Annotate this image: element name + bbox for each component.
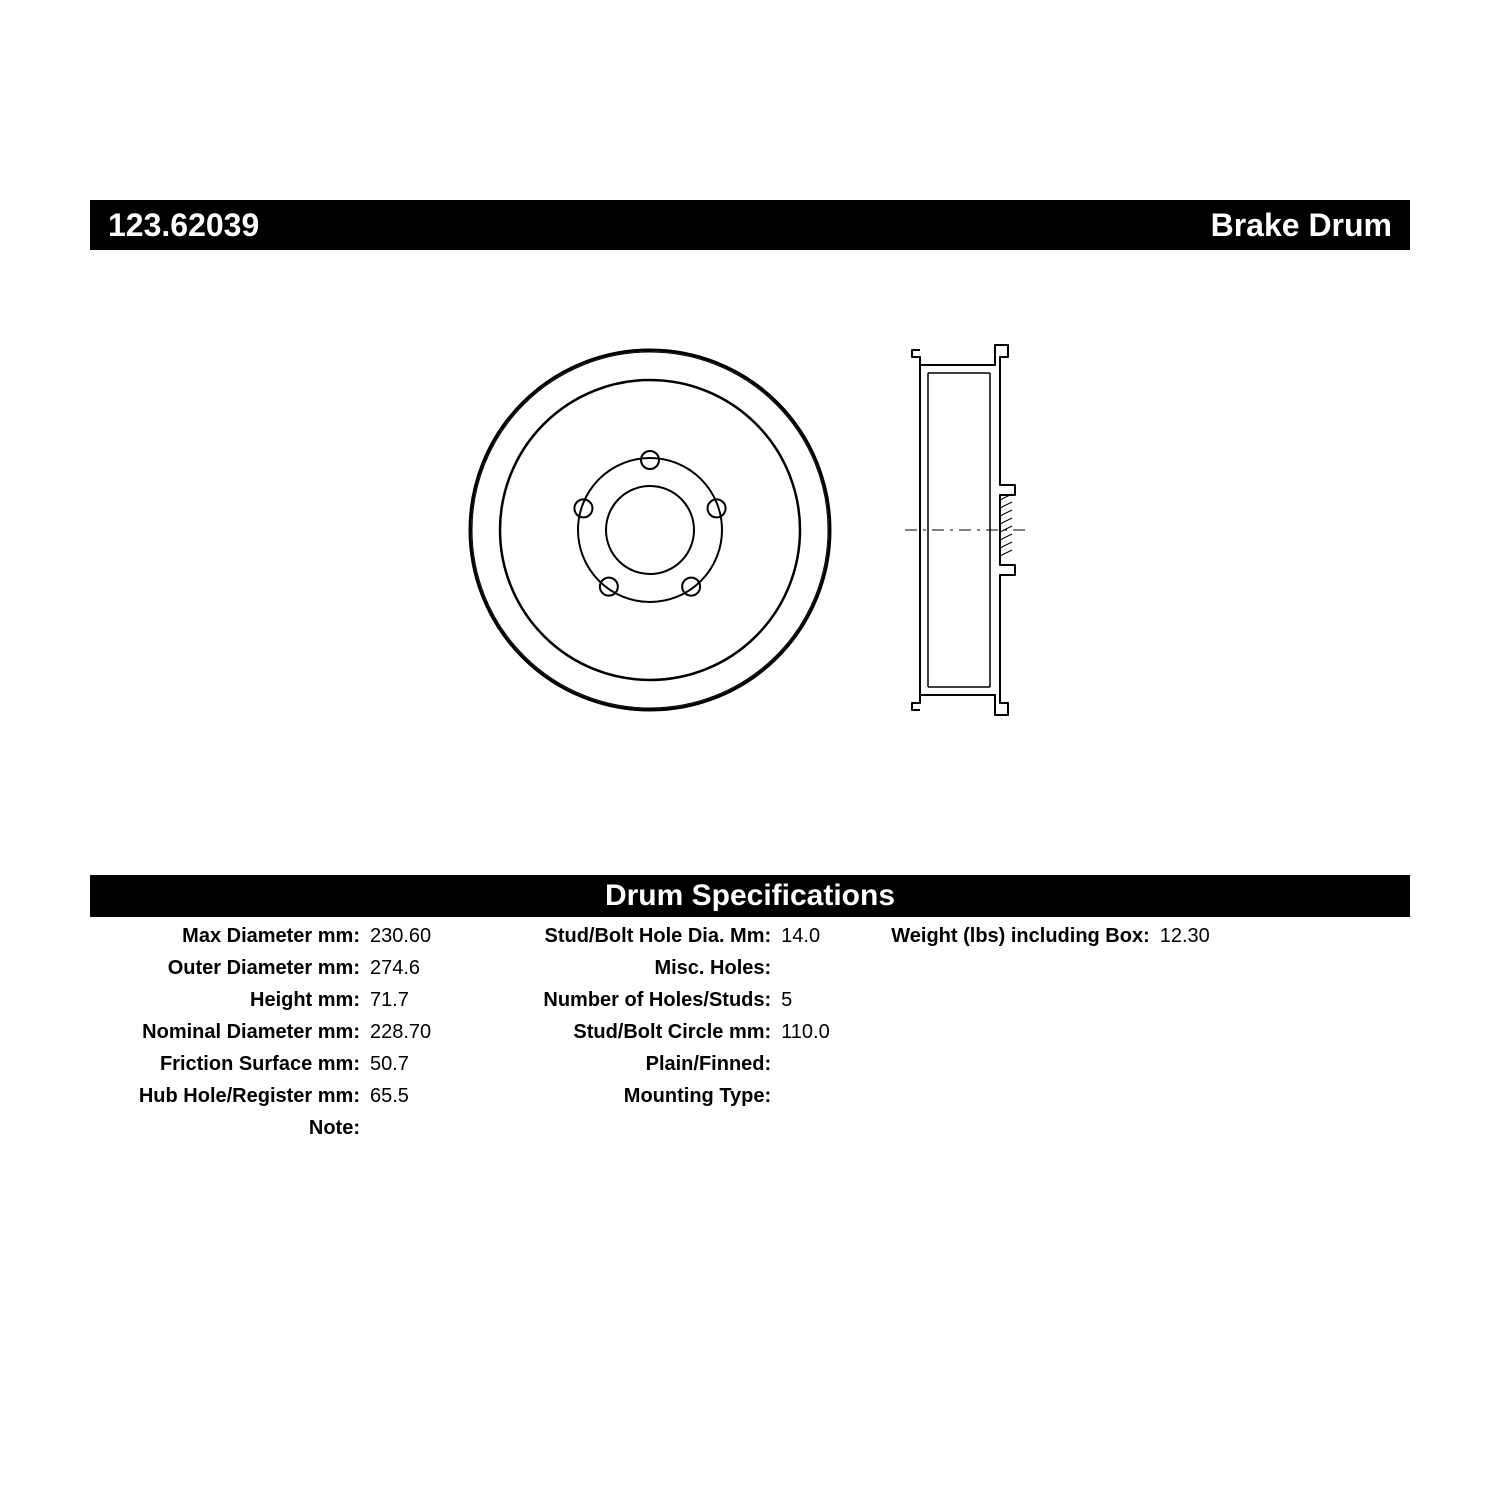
spec-label: Number of Holes/Studs: (441, 989, 781, 1012)
spec-label: Weight (lbs) including Box: (840, 925, 1160, 948)
spec-label: Misc. Holes: (441, 957, 781, 980)
part-number: 123.62039 (108, 207, 259, 244)
spec-label: Hub Hole/Register mm: (90, 1085, 370, 1108)
spec-label: Mounting Type: (441, 1085, 781, 1108)
diagram-area (90, 280, 1410, 780)
brake-drum-side-view (900, 335, 1040, 725)
spec-grid: Max Diameter mm:230.60Outer Diameter mm:… (90, 925, 1410, 1149)
brake-drum-front-view (460, 340, 840, 720)
spec-row: Plain/Finned: (441, 1053, 830, 1085)
spec-label: Nominal Diameter mm: (90, 1021, 370, 1044)
spec-row: Misc. Holes: (441, 957, 830, 989)
spec-label: Plain/Finned: (441, 1053, 781, 1076)
spec-label: Outer Diameter mm: (90, 957, 370, 980)
spec-value: 14.0 (781, 925, 820, 948)
spec-row: Stud/Bolt Circle mm:110.0 (441, 1021, 830, 1053)
spec-value: 228.70 (370, 1021, 431, 1044)
spec-label: Max Diameter mm: (90, 925, 370, 948)
page: 123.62039 Brake Drum Drum Specifications… (0, 0, 1500, 1500)
spec-label: Note: (90, 1117, 370, 1140)
spec-column-2: Stud/Bolt Hole Dia. Mm:14.0Misc. Holes: N… (441, 925, 830, 1149)
spec-value: 65.5 (370, 1085, 409, 1108)
spec-column-3: Weight (lbs) including Box:12.30 (840, 925, 1210, 1149)
spec-value: 274.6 (370, 957, 420, 980)
spec-row: Outer Diameter mm:274.6 (90, 957, 431, 989)
spec-row: Hub Hole/Register mm:65.5 (90, 1085, 431, 1117)
spec-row: Friction Surface mm:50.7 (90, 1053, 431, 1085)
spec-row: Number of Holes/Studs:5 (441, 989, 830, 1021)
spec-row: Weight (lbs) including Box:12.30 (840, 925, 1210, 957)
spec-label: Stud/Bolt Circle mm: (441, 1021, 781, 1044)
spec-label: Friction Surface mm: (90, 1053, 370, 1076)
spec-label: Height mm: (90, 989, 370, 1012)
spec-header-bar: Drum Specifications (90, 875, 1410, 917)
spec-value: 230.60 (370, 925, 431, 948)
spec-label: Stud/Bolt Hole Dia. Mm: (441, 925, 781, 948)
spec-value: 71.7 (370, 989, 409, 1012)
product-title: Brake Drum (1211, 207, 1392, 244)
header-bar: 123.62039 Brake Drum (90, 200, 1410, 250)
spec-header-title: Drum Specifications (605, 879, 895, 913)
spec-row: Max Diameter mm:230.60 (90, 925, 431, 957)
spec-row: Note: (90, 1117, 431, 1149)
spec-column-1: Max Diameter mm:230.60Outer Diameter mm:… (90, 925, 431, 1149)
spec-value: 50.7 (370, 1053, 409, 1076)
spec-row: Mounting Type: (441, 1085, 830, 1117)
spec-value: 110.0 (781, 1021, 830, 1044)
spec-row: Stud/Bolt Hole Dia. Mm:14.0 (441, 925, 830, 957)
spec-row: Height mm:71.7 (90, 989, 431, 1021)
spec-row: Nominal Diameter mm:228.70 (90, 1021, 431, 1053)
spec-value: 5 (781, 989, 792, 1012)
spec-value: 12.30 (1160, 925, 1210, 948)
